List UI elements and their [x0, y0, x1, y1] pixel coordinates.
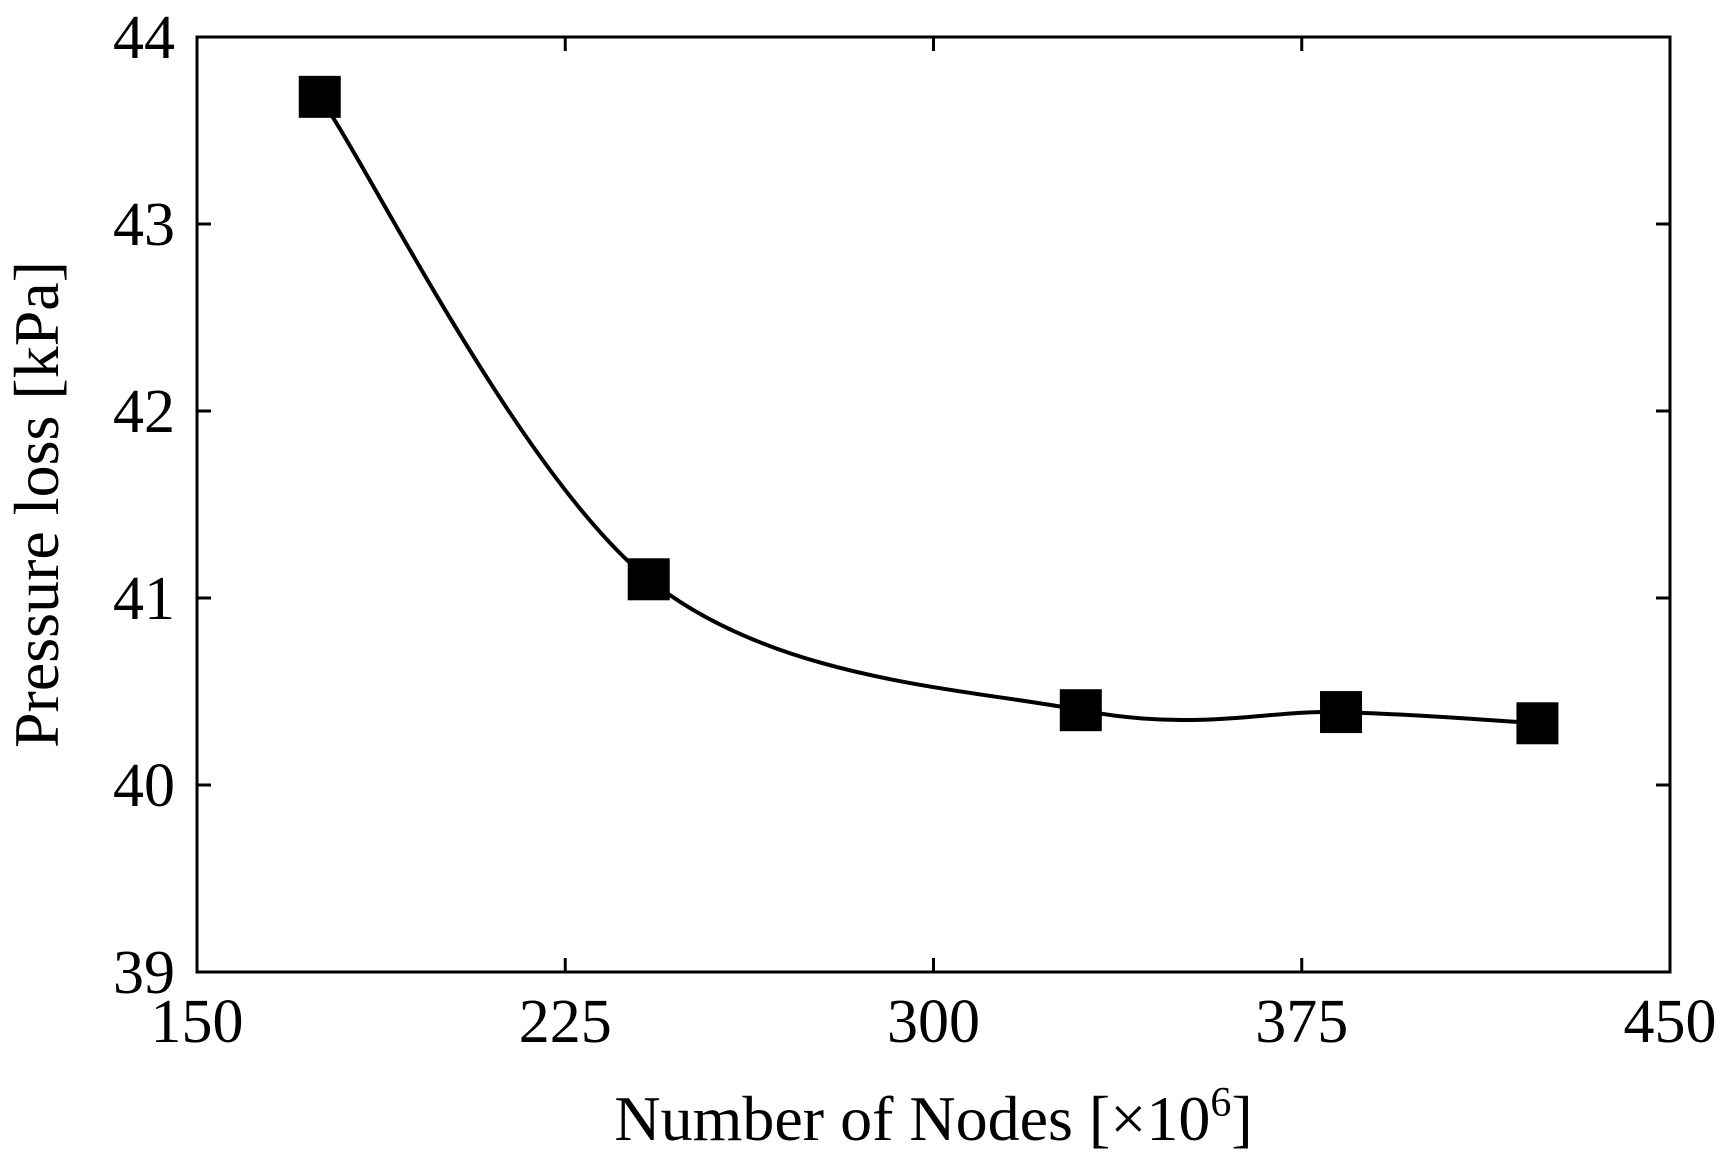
x-axis-ticks	[195, 37, 1672, 972]
x-axis-label-suffix: ]	[1231, 1083, 1252, 1154]
y-tick-label: 41	[113, 565, 175, 633]
data-point-marker	[1320, 691, 1363, 734]
x-tick-label: 450	[1624, 988, 1717, 1056]
x-tick-label: 225	[519, 988, 612, 1056]
plot-area-frame	[195, 35, 1672, 974]
data-markers	[298, 75, 1559, 745]
x-axis-label-superscript: 6	[1210, 1080, 1231, 1126]
data-point-marker	[298, 75, 341, 118]
data-point-marker	[1516, 702, 1559, 745]
data-point-marker	[627, 558, 670, 601]
x-axis-tick-labels: 150 225 300 375 450	[151, 988, 1717, 1056]
y-axis-ticks	[197, 35, 1670, 974]
y-tick-label: 43	[113, 191, 175, 259]
y-tick-label: 44	[113, 4, 175, 72]
y-axis-tick-labels: 39 40 41 42 43 44	[113, 4, 175, 1007]
y-axis-label: Pressure loss [kPa]	[1, 261, 72, 748]
x-tick-label: 375	[1255, 988, 1348, 1056]
y-tick-label: 40	[113, 752, 175, 820]
x-axis-label: Number of Nodes [×106]	[614, 1080, 1252, 1154]
x-tick-label: 300	[887, 988, 980, 1056]
y-tick-label: 42	[113, 378, 175, 446]
data-point-marker	[1059, 689, 1102, 732]
series-line	[318, 95, 1538, 726]
x-tick-label: 150	[151, 988, 244, 1056]
y-tick-label: 39	[113, 939, 175, 1007]
x-axis-label-main: Number of Nodes [×10	[614, 1083, 1210, 1154]
